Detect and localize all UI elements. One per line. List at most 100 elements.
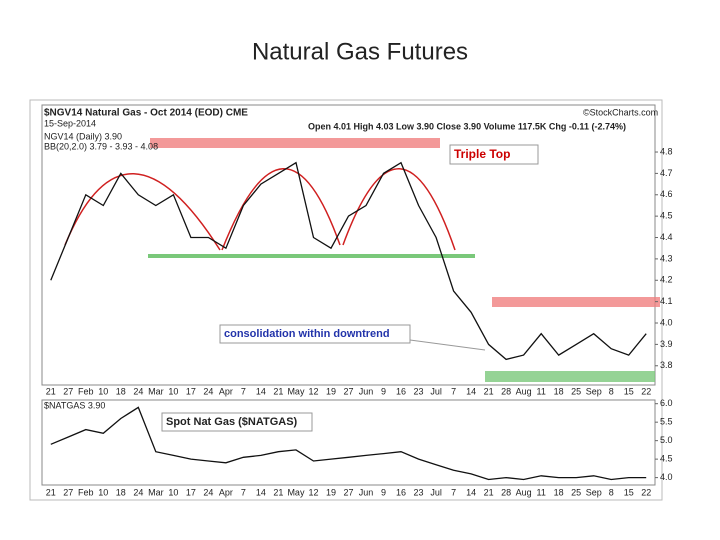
x-tick-label: Sep — [586, 386, 602, 396]
x-tick-label: Aug — [516, 487, 532, 497]
x-tick-label: Jun — [359, 386, 374, 396]
quote: Open 4.01 High 4.03 Low 3.90 Close 3.90 … — [308, 121, 626, 131]
y-tick-label: 4.5 — [660, 211, 673, 221]
x-tick-label: 21 — [46, 487, 56, 497]
price-line — [50, 406, 647, 481]
x-tick-label: 10 — [98, 487, 108, 497]
x-tick-label: 18 — [116, 487, 126, 497]
x-tick-label: 7 — [241, 386, 246, 396]
x-tick-label: 14 — [256, 386, 266, 396]
x-tick-label: 24 — [133, 386, 143, 396]
y-tick-label: 4.1 — [660, 296, 673, 306]
annotation-box — [449, 144, 539, 165]
y-tick-label: 6.0 — [660, 398, 673, 408]
x-tick-label: Apr — [219, 386, 233, 396]
x-tick-label: 27 — [343, 386, 353, 396]
x-tick-label: 7 — [451, 487, 456, 497]
x-tick-label: 16 — [396, 487, 406, 497]
x-tick-label: 21 — [46, 386, 56, 396]
x-tick-label: May — [287, 386, 305, 396]
x-tick-label: 21 — [484, 487, 494, 497]
x-tick-label: 24 — [203, 487, 213, 497]
x-tick-label: 28 — [501, 386, 511, 396]
x-tick-label: 25 — [571, 386, 581, 396]
y-tick-label: 4.3 — [660, 253, 673, 263]
x-tick-label: 18 — [554, 386, 564, 396]
x-tick-label: 17 — [186, 487, 196, 497]
x-tick-label: Feb — [78, 487, 94, 497]
x-tick-label: May — [287, 487, 305, 497]
x-tick-label: 21 — [273, 386, 283, 396]
spot-panel — [41, 399, 656, 486]
x-tick-label: 7 — [241, 487, 246, 497]
x-tick-label: 18 — [116, 386, 126, 396]
y-tick-label: 3.8 — [660, 360, 673, 370]
x-tick-label: 16 — [396, 386, 406, 396]
y-tick-label: 4.0 — [660, 472, 673, 482]
price-line — [50, 161, 647, 361]
y-tick-label: 4.2 — [660, 275, 673, 285]
y-tick-label: 4.7 — [660, 168, 673, 178]
annotation-box — [219, 324, 411, 344]
x-tick-label: 27 — [63, 386, 73, 396]
x-tick-label: 27 — [63, 487, 73, 497]
x-tick-label: 27 — [343, 487, 353, 497]
resistance-band — [150, 138, 440, 148]
x-tick-label: Mar — [148, 487, 164, 497]
x-tick-label: Sep — [586, 487, 602, 497]
legend-line: NGV14 (Daily) 3.90 — [44, 131, 122, 141]
y-tick-label: 4.4 — [660, 232, 673, 242]
y-tick-label: 4.0 — [660, 317, 673, 327]
x-tick-label: 7 — [451, 386, 456, 396]
x-tick-label: 24 — [133, 487, 143, 497]
x-tick-label: 15 — [624, 487, 634, 497]
x-tick-label: Mar — [148, 386, 164, 396]
support-band — [485, 371, 655, 382]
x-tick-label: 28 — [501, 487, 511, 497]
x-tick-label: Jun — [359, 487, 374, 497]
y-tick-label: 5.0 — [660, 435, 673, 445]
x-tick-label: 14 — [466, 487, 476, 497]
x-tick-label: Feb — [78, 386, 94, 396]
date: 15-Sep-2014 — [44, 118, 96, 128]
x-tick-label: 24 — [203, 386, 213, 396]
x-tick-label: 18 — [554, 487, 564, 497]
x-tick-label: 19 — [326, 487, 336, 497]
x-tick-label: 10 — [168, 487, 178, 497]
resistance-band — [492, 297, 660, 307]
slide-title: Natural Gas Futures — [252, 38, 468, 65]
y-tick-label: 4.6 — [660, 189, 673, 199]
x-tick-label: 9 — [381, 386, 386, 396]
bb-line: BB(20,2.0) 3.79 - 3.93 - 4.08 — [44, 141, 158, 151]
x-tick-label: 8 — [609, 386, 614, 396]
x-tick-label: 11 — [536, 386, 545, 396]
x-tick-label: 22 — [641, 487, 651, 497]
x-tick-label: 17 — [186, 386, 196, 396]
pointer — [409, 339, 486, 351]
x-tick-label: 9 — [381, 487, 386, 497]
x-tick-label: Jul — [430, 487, 442, 497]
annotation: Triple Top — [454, 147, 510, 161]
x-tick-label: 8 — [609, 487, 614, 497]
x-tick-label: 22 — [641, 386, 651, 396]
x-tick-label: 23 — [414, 487, 424, 497]
y-tick-label: 5.5 — [660, 417, 673, 427]
x-tick-label: 19 — [326, 386, 336, 396]
chart-title: $NGV14 Natural Gas - Oct 2014 (EOD) CME — [44, 108, 248, 119]
x-tick-label: 21 — [273, 487, 283, 497]
chart-title: Spot Nat Gas ($NATGAS) — [166, 416, 298, 428]
x-tick-label: Apr — [219, 487, 233, 497]
y-tick-label: 4.5 — [660, 454, 673, 464]
x-tick-label: Aug — [516, 386, 532, 396]
x-tick-label: 11 — [536, 487, 545, 497]
annotation: consolidation within downtrend — [224, 328, 390, 340]
x-tick-label: 15 — [624, 386, 634, 396]
x-tick-label: 14 — [466, 386, 476, 396]
x-tick-label: 14 — [256, 487, 266, 497]
x-tick-label: 25 — [571, 487, 581, 497]
x-tick-label: 10 — [98, 386, 108, 396]
source: ©StockCharts.com — [583, 107, 658, 117]
support-line — [148, 254, 475, 258]
y-tick-label: 4.8 — [660, 146, 673, 156]
x-tick-label: 10 — [168, 386, 178, 396]
